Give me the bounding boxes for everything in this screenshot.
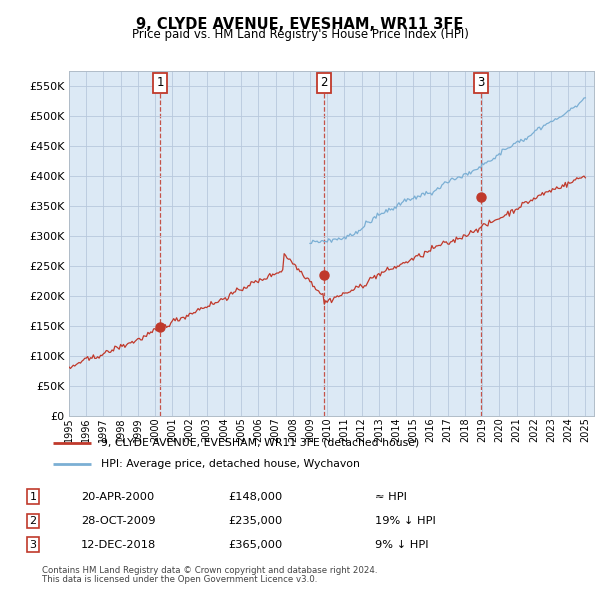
Text: ≈ HPI: ≈ HPI xyxy=(375,492,407,502)
Text: Price paid vs. HM Land Registry's House Price Index (HPI): Price paid vs. HM Land Registry's House … xyxy=(131,28,469,41)
Text: £235,000: £235,000 xyxy=(228,516,282,526)
Text: 3: 3 xyxy=(478,76,485,89)
Text: 1: 1 xyxy=(29,492,37,502)
Text: HPI: Average price, detached house, Wychavon: HPI: Average price, detached house, Wych… xyxy=(101,459,360,469)
Text: 1: 1 xyxy=(157,76,164,89)
Text: £148,000: £148,000 xyxy=(228,492,282,502)
Text: 9, CLYDE AVENUE, EVESHAM, WR11 3FE: 9, CLYDE AVENUE, EVESHAM, WR11 3FE xyxy=(136,17,464,31)
Text: 12-DEC-2018: 12-DEC-2018 xyxy=(81,540,156,549)
Text: 28-OCT-2009: 28-OCT-2009 xyxy=(81,516,155,526)
Text: Contains HM Land Registry data © Crown copyright and database right 2024.: Contains HM Land Registry data © Crown c… xyxy=(42,566,377,575)
Text: This data is licensed under the Open Government Licence v3.0.: This data is licensed under the Open Gov… xyxy=(42,575,317,584)
Text: 19% ↓ HPI: 19% ↓ HPI xyxy=(375,516,436,526)
Text: 9% ↓ HPI: 9% ↓ HPI xyxy=(375,540,428,549)
Text: 2: 2 xyxy=(320,76,328,89)
Text: 2: 2 xyxy=(29,516,37,526)
Text: 9, CLYDE AVENUE, EVESHAM, WR11 3FE (detached house): 9, CLYDE AVENUE, EVESHAM, WR11 3FE (deta… xyxy=(101,438,419,448)
Text: 3: 3 xyxy=(29,540,37,549)
Text: 20-APR-2000: 20-APR-2000 xyxy=(81,492,154,502)
Text: £365,000: £365,000 xyxy=(228,540,282,549)
